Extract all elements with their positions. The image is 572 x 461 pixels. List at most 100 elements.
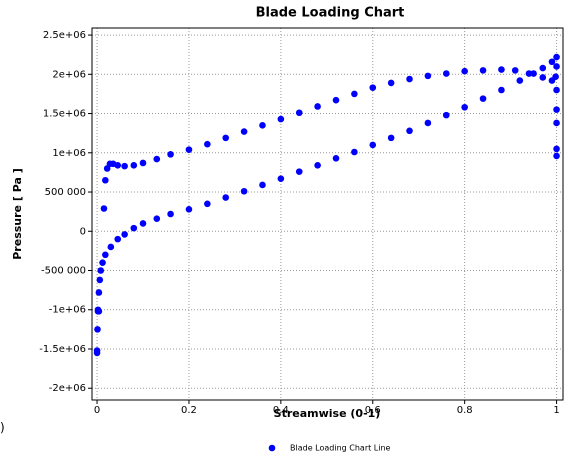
point: [295, 109, 303, 117]
point: [553, 63, 560, 70]
chart-title: Blade Loading Chart: [256, 6, 405, 21]
point: [461, 103, 468, 111]
point: [94, 326, 101, 333]
y-tick-label: 2e+06: [52, 69, 86, 80]
point: [479, 67, 487, 74]
x-tick-label: 0.2: [181, 405, 197, 416]
point: [553, 119, 560, 127]
point: [498, 86, 505, 94]
x-tick-label: 0.4: [273, 405, 289, 416]
point: [314, 103, 321, 110]
y-tick-label: 2.5e+06: [43, 30, 86, 41]
point: [387, 79, 395, 87]
point: [498, 66, 505, 73]
point: [424, 72, 432, 80]
point: [332, 96, 340, 104]
point: [204, 200, 211, 208]
point: [95, 289, 103, 296]
point: [153, 215, 161, 223]
annotation: ): [0, 421, 5, 435]
point: [314, 162, 321, 169]
y-tick-label: 0: [80, 226, 86, 237]
point: [240, 128, 248, 135]
point: [240, 187, 248, 195]
point: [121, 162, 128, 170]
point: [102, 176, 109, 184]
point: [130, 224, 138, 232]
point: [553, 86, 560, 94]
x-axis-label: Streamwise (0-1): [274, 407, 381, 420]
point: [114, 235, 122, 243]
point: [185, 146, 193, 153]
point: [277, 115, 285, 123]
point: [93, 347, 101, 354]
point: [553, 106, 560, 113]
point: [99, 259, 106, 266]
y-tick-label: 1.5e+06: [43, 109, 86, 120]
point: [369, 141, 377, 149]
x-tick-label: 0.6: [365, 405, 381, 416]
point: [479, 95, 487, 102]
point: [121, 231, 128, 238]
point: [424, 119, 432, 127]
point: [114, 162, 122, 169]
y-tick-label: 1e+06: [52, 148, 86, 159]
point: [167, 210, 174, 218]
point: [259, 122, 266, 129]
point: [295, 168, 303, 175]
legend-marker: [268, 444, 276, 452]
point: [259, 181, 266, 189]
point: [552, 73, 559, 80]
point: [96, 276, 104, 284]
point: [102, 251, 109, 259]
point: [167, 151, 174, 158]
point: [107, 243, 115, 251]
point: [369, 84, 377, 91]
point: [139, 220, 147, 227]
point: [153, 155, 161, 163]
x-tick-label: 0.8: [457, 405, 473, 416]
point: [406, 75, 413, 83]
point: [461, 67, 468, 75]
point: [332, 154, 340, 162]
point: [130, 162, 138, 169]
point: [548, 58, 556, 66]
point: [530, 70, 537, 77]
y-tick-label: -2e+06: [49, 383, 86, 394]
point: [539, 74, 547, 81]
point: [277, 175, 285, 182]
y-tick-label: -500 000: [41, 266, 86, 277]
point: [442, 111, 450, 119]
point: [442, 70, 450, 77]
point: [95, 308, 103, 315]
y-tick-label: -1.5e+06: [39, 344, 86, 355]
point: [100, 205, 108, 212]
point: [351, 90, 358, 98]
point: [516, 77, 524, 84]
y-axis-label: Pressure [ Pa ]: [11, 168, 24, 260]
point: [553, 53, 560, 61]
point: [539, 64, 547, 72]
point: [553, 145, 560, 153]
x-tick-label: 1: [553, 405, 559, 416]
point: [222, 194, 230, 201]
y-tick-label: 500 000: [45, 187, 86, 198]
point: [204, 140, 211, 148]
legend: Blade Loading Chart Line: [268, 444, 391, 453]
plot-frame: [91, 27, 564, 401]
point: [185, 205, 193, 213]
x-tick-label: 0: [94, 405, 100, 416]
point: [406, 127, 413, 135]
point: [222, 134, 230, 142]
point: [511, 67, 519, 74]
point: [387, 134, 395, 142]
point: [139, 159, 147, 167]
point: [97, 267, 105, 274]
legend-label: Blade Loading Chart Line: [290, 444, 391, 453]
point: [525, 70, 533, 77]
point: [351, 148, 358, 156]
y-tick-label: -1e+06: [49, 305, 86, 316]
point: [553, 152, 560, 160]
